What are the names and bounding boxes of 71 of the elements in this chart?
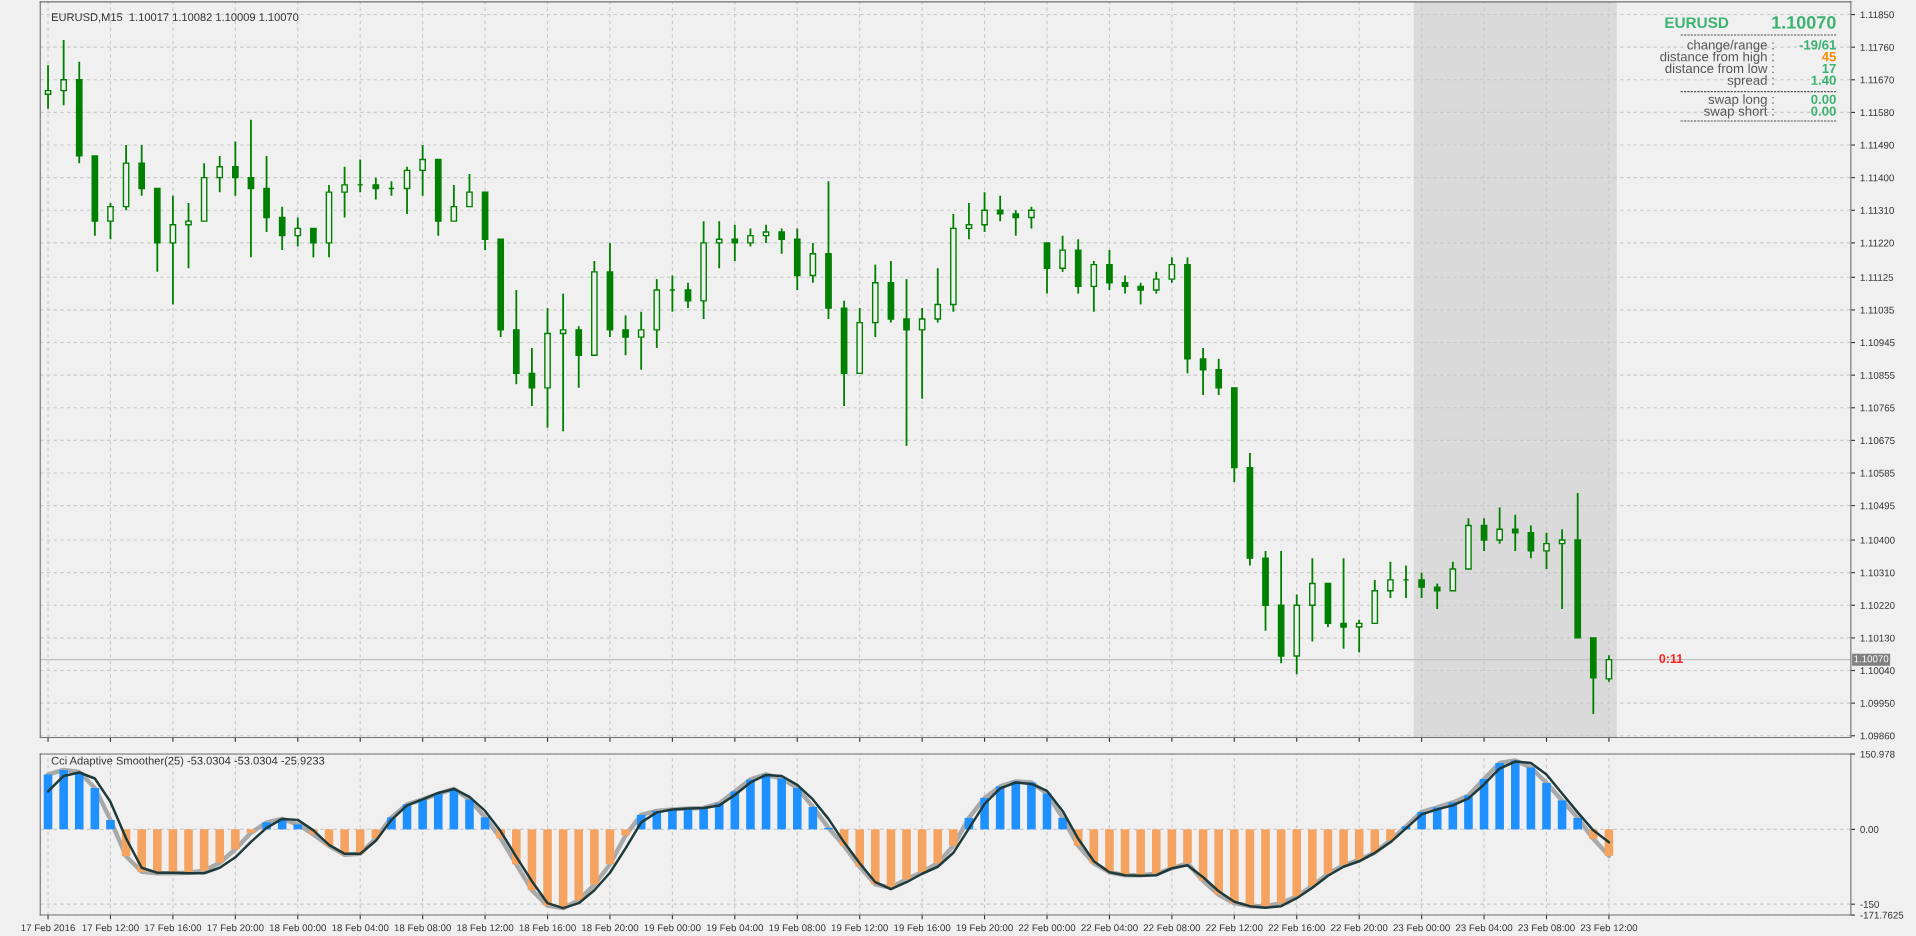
y-tick-label: 1.10585 bbox=[1860, 469, 1895, 477]
x-tick-label: 18 Feb 00:00 bbox=[269, 924, 327, 932]
x-tick-label: 23 Feb 00:00 bbox=[1393, 924, 1450, 932]
y-tick-label: 1.10765 bbox=[1860, 404, 1895, 412]
x-tick-label: 22 Feb 20:00 bbox=[1331, 924, 1388, 932]
annotation: 0.00 bbox=[1811, 94, 1836, 104]
y-tick-label: 1.11580 bbox=[1860, 109, 1894, 117]
x-tick-label: 19 Feb 04:00 bbox=[706, 924, 764, 932]
y-tick-label: 1.11220 bbox=[1860, 239, 1894, 247]
annotation: 0.00 bbox=[1811, 106, 1836, 116]
y-tick-label: 1.10310 bbox=[1860, 569, 1895, 577]
x-tick-label: 23 Feb 04:00 bbox=[1455, 924, 1513, 932]
y-tick-label: 1.11035 bbox=[1860, 306, 1894, 314]
x-tick-label: 19 Feb 08:00 bbox=[769, 924, 826, 932]
y-tick-label: -171.7625 bbox=[1860, 911, 1904, 919]
annotation: 1.40 bbox=[1811, 75, 1836, 85]
y-tick-label: 1.11850 bbox=[1860, 11, 1894, 19]
y-tick-label: 1.11125 bbox=[1860, 274, 1894, 281]
x-tick-label: 18 Feb 08:00 bbox=[394, 924, 451, 932]
y-tick-label: 1.11760 bbox=[1860, 43, 1894, 51]
x-tick-label: 18 Feb 12:00 bbox=[457, 924, 514, 932]
y-tick-label: 1.10495 bbox=[1860, 502, 1895, 510]
x-tick-label: 23 Feb 12:00 bbox=[1580, 924, 1638, 932]
x-tick-label: 17 Feb 20:00 bbox=[207, 924, 264, 932]
annotation: -19/61 bbox=[1799, 39, 1837, 50]
y-tick-label: 1.09860 bbox=[1860, 732, 1895, 740]
y-tick-label: 1.11670 bbox=[1860, 76, 1894, 84]
y-tick-label: 1.11490 bbox=[1860, 141, 1894, 149]
y-tick-label: 1.10675 bbox=[1860, 437, 1895, 445]
y-tick-label: 1.10945 bbox=[1860, 339, 1895, 347]
annotation: swap long : bbox=[1708, 94, 1774, 107]
y-tick-label: 1.10220 bbox=[1860, 602, 1895, 609]
x-tick-label: 17 Feb 16:00 bbox=[145, 924, 202, 932]
chart-title: Cci Adaptive Smoother(25) -53.0304 -53.0304 -25.9233 bbox=[51, 756, 325, 767]
x-tick-label: 19 Feb 20:00 bbox=[956, 924, 1013, 932]
x-tick-label: 18 Feb 16:00 bbox=[519, 924, 576, 932]
annotation: spread : bbox=[1727, 75, 1774, 88]
x-tick-label: 22 Feb 00:00 bbox=[1018, 924, 1076, 932]
annotation: distance from low : bbox=[1665, 63, 1774, 74]
y-tick-label: -150 bbox=[1860, 900, 1879, 908]
y-tick-label: 150.978 bbox=[1860, 750, 1895, 758]
annotation: 0:11 bbox=[1659, 654, 1683, 663]
x-tick-label: 22 Feb 08:00 bbox=[1143, 924, 1201, 932]
x-tick-label: 23 Feb 08:00 bbox=[1518, 924, 1575, 932]
x-tick-label: 22 Feb 04:00 bbox=[1081, 924, 1138, 932]
x-tick-label: 17 Feb 12:00 bbox=[82, 924, 139, 932]
y-tick-label: 1.09950 bbox=[1860, 699, 1895, 707]
x-tick-label: 19 Feb 16:00 bbox=[894, 924, 951, 932]
y-tick-label: 1.10400 bbox=[1860, 536, 1895, 544]
x-tick-label: 17 Feb 2016 bbox=[21, 924, 75, 932]
ref-line-label: 1.10070 bbox=[1854, 655, 1889, 663]
y-tick-label: 0.00 bbox=[1860, 826, 1879, 833]
annotation: change/range : bbox=[1687, 39, 1774, 53]
annotation: 1.10070 bbox=[1772, 16, 1836, 29]
y-tick-label: 1.10130 bbox=[1860, 634, 1895, 642]
annotation: 45 bbox=[1821, 52, 1836, 62]
x-tick-label: 22 Feb 12:00 bbox=[1206, 924, 1263, 932]
x-tick-label: 19 Feb 00:00 bbox=[644, 924, 701, 932]
x-tick-label: 18 Feb 20:00 bbox=[582, 924, 639, 932]
x-tick-label: 19 Feb 12:00 bbox=[831, 924, 888, 932]
annotation: 17 bbox=[1822, 63, 1836, 73]
y-tick-label: 1.11310 bbox=[1860, 206, 1894, 214]
annotation: distance from high : bbox=[1660, 51, 1774, 64]
annotation: EURUSD bbox=[1665, 17, 1729, 29]
text: EURUSD,M15 1.10017 1.10082 1.10009 1.10070 bbox=[52, 13, 299, 23]
y-tick-label: 1.10040 bbox=[1860, 667, 1895, 675]
x-tick-label: 22 Feb 16:00 bbox=[1268, 924, 1326, 932]
y-tick-label: 1.11400 bbox=[1860, 174, 1894, 182]
y-tick-label: 1.10855 bbox=[1860, 371, 1895, 379]
x-tick-label: 18 Feb 04:00 bbox=[332, 924, 389, 932]
annotation: swap short : bbox=[1704, 106, 1774, 119]
